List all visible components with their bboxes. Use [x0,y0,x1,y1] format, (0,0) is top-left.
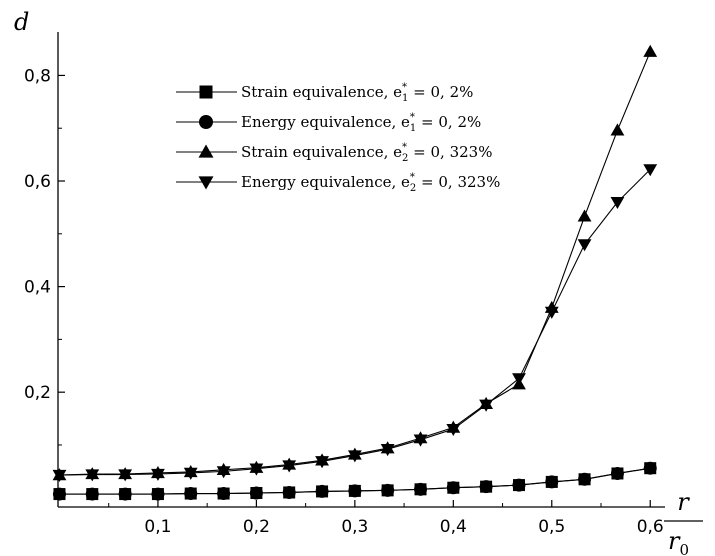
circle-marker [151,487,165,501]
circle-marker [479,480,493,494]
circle-marker [446,481,460,495]
legend-item: Energy equivalence, e* 2 = 0, 323% [176,172,500,194]
triangle-down-marker [282,460,297,473]
circle-marker [512,478,526,492]
triangle-down-marker [610,196,625,210]
series-2 [52,461,657,501]
y-tick-label: 0,2 [24,383,51,403]
ticks: 0,1 0,2 0,3 0,4 0,5 0,6 0,2 0,4 0,6 0,8 [24,66,664,537]
legend-item: Energy equivalence, e* 1 = 0, 2% [176,112,481,134]
triangle-down-marker [479,399,493,412]
circle-marker [381,483,395,497]
square-marker [199,85,213,99]
circle-marker [315,484,329,498]
x-tick-label: 0,2 [243,517,270,537]
x-axis-label-denominator: r0 [668,527,689,556]
triangle-down-marker [446,423,461,437]
legend-item: Strain equivalence, e* 2 = 0, 323% [176,142,492,164]
x-axis-label-den-sub: 0 [679,541,689,556]
legend-item: Strain equivalence, e* 1 = 0, 2% [176,82,473,104]
triangle-down-marker [315,456,329,469]
triangle-down-marker [85,469,100,482]
circle-marker [578,472,592,486]
triangle-down-marker [347,450,362,463]
x-axis-label-den-var: r [668,527,681,555]
circle-marker [85,487,99,501]
triangle-down-marker [380,444,395,457]
circle-marker [217,487,231,501]
circle-marker [348,484,362,498]
circle-marker [52,487,66,501]
legend-label: Strain equivalence, e* 1 = 0, 2% [241,82,473,104]
circle-marker [184,487,198,501]
axes [57,32,665,508]
triangle-down-marker [198,176,214,190]
triangle-down-marker [577,239,592,252]
series-layer [52,44,658,501]
triangle-up-marker [198,144,214,158]
circle-marker [610,466,624,480]
circle-marker [249,486,263,500]
triangle-down-marker [512,373,526,386]
legend-label: Strain equivalence, e* 2 = 0, 323% [241,142,492,164]
legend-label: Energy equivalence, e* 2 = 0, 323% [241,172,500,194]
circle-marker [414,482,428,496]
triangle-down-marker [183,467,198,480]
y-axis-label: d [14,8,29,36]
triangle-down-marker [544,306,559,319]
x-tick-label: 0,6 [637,517,664,537]
triangle-down-marker [249,463,264,476]
triangle-up-marker [610,123,625,136]
circle-marker [118,487,132,501]
triangle-up-marker [577,209,592,222]
triangle-down-marker [643,164,658,177]
y-tick-label: 0,4 [24,278,51,298]
legend-label: Energy equivalence, e* 1 = 0, 2% [241,112,481,134]
circle-marker [199,115,213,129]
x-tick-label: 0,4 [440,517,467,537]
x-axis-label-numerator: r [677,488,690,516]
circle-marker [643,461,657,475]
triangle-down-marker [216,466,231,479]
triangle-down-marker [413,434,428,447]
series-line [59,169,651,476]
y-tick-label: 0,8 [24,66,51,86]
legend: Strain equivalence, e* 1 = 0, 2% Energy eq… [176,82,500,194]
circle-marker [545,475,559,489]
x-tick-label: 0,1 [144,517,171,537]
series-3 [52,44,658,481]
triangle-down-marker [52,469,67,482]
triangle-down-marker [151,468,165,481]
triangle-up-marker [643,44,658,57]
x-tick-label: 0,5 [538,517,565,537]
x-tick-label: 0,3 [341,517,368,537]
triangle-down-marker [118,469,133,482]
y-tick-label: 0,6 [24,172,51,192]
series-4 [52,164,658,482]
x-axis-label: r r0 [664,488,703,556]
circle-marker [282,485,296,499]
